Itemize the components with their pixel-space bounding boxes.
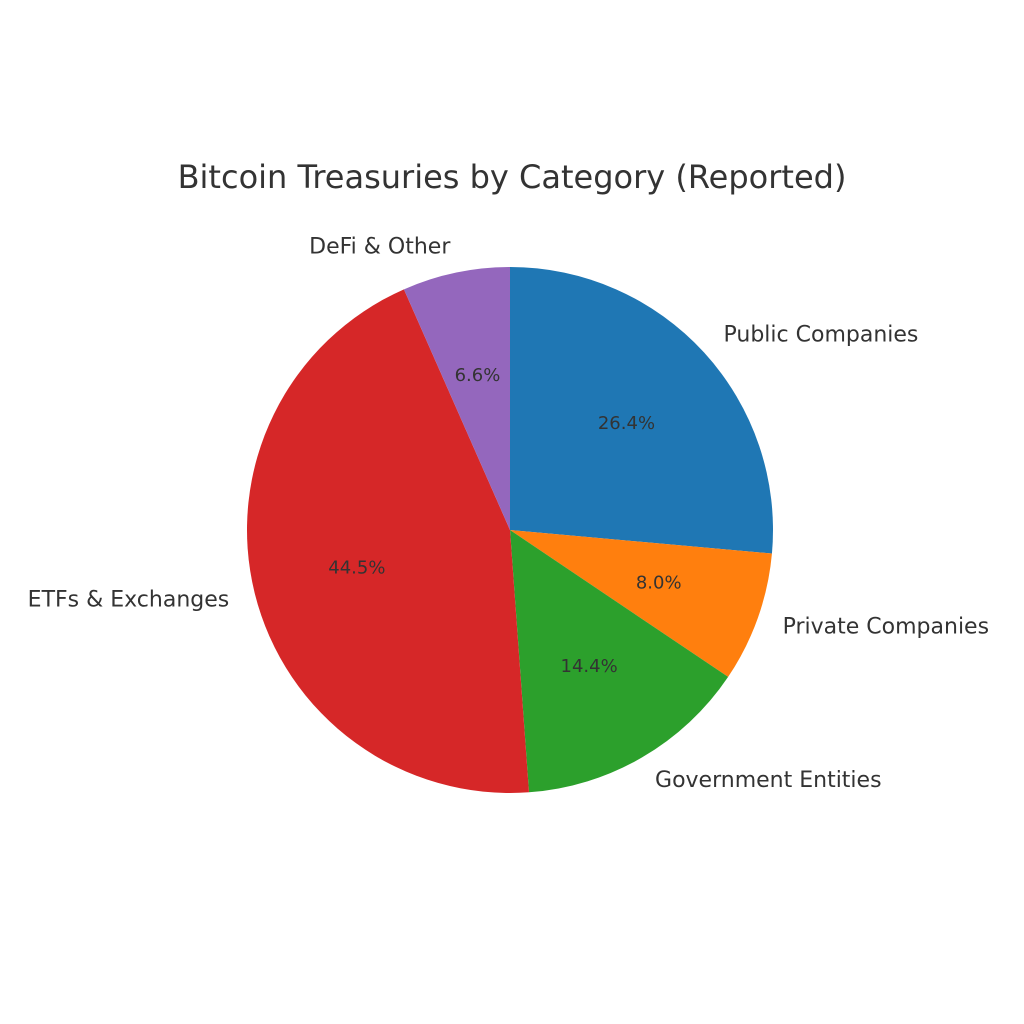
slice-category-label: Government Entities <box>655 768 882 793</box>
pie-slice-defi-other <box>403 267 510 530</box>
pie-slice-government-entities <box>510 530 729 793</box>
pie-slices <box>246 267 773 793</box>
slice-category-label: ETFs & Exchanges <box>28 587 230 612</box>
slice-percent-label: 26.4% <box>598 413 655 434</box>
slice-percent-label: 8.0% <box>636 572 682 593</box>
pie-slice-private-companies <box>510 530 772 677</box>
slice-percent-label: 44.5% <box>328 558 385 579</box>
pie-labels: 26.4% Public Companies 8.0% Private Compani… <box>28 234 989 792</box>
chart-title: Bitcoin Treasuries by Category (Reported… <box>177 158 847 196</box>
pie-slice-public-companies <box>510 267 773 554</box>
pie-slice-etfs-exchanges <box>246 289 530 793</box>
slice-category-label: DeFi & Other <box>309 234 451 259</box>
slice-percent-label: 6.6% <box>455 365 501 386</box>
slice-category-label: Public Companies <box>724 322 919 347</box>
slice-percent-label: 14.4% <box>561 656 618 677</box>
slice-category-label: Private Companies <box>783 614 989 639</box>
